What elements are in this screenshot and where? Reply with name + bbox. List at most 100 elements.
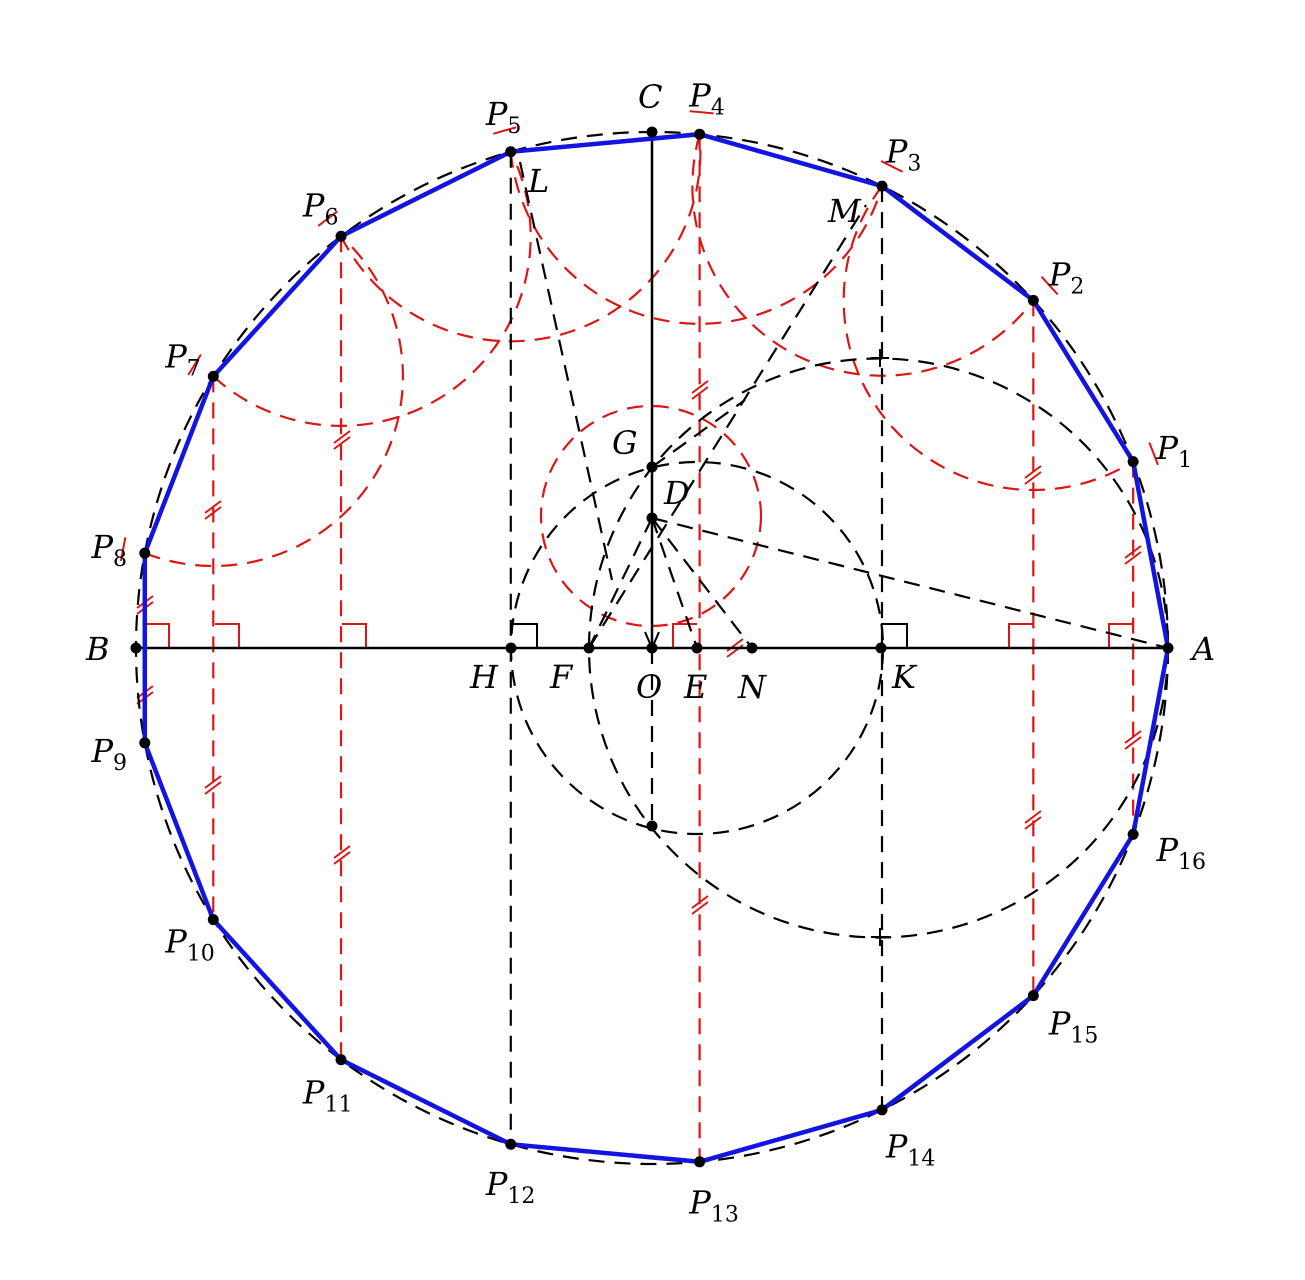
- point-dot: [646, 642, 658, 654]
- vertex-dot: [505, 1138, 517, 1150]
- vertex-label-sub: 4: [711, 95, 725, 120]
- right-angle-mark: [881, 623, 908, 648]
- point-dot: [646, 820, 658, 832]
- compass-mark: [1148, 442, 1159, 466]
- point-dot: [505, 642, 517, 654]
- red-arc: [842, 185, 1134, 492]
- label-N: N: [737, 668, 767, 706]
- point-dot: [130, 642, 142, 654]
- vertex-dot: [876, 1104, 888, 1116]
- compass-mark: [317, 210, 338, 227]
- vertex-label-name: P: [1048, 255, 1071, 293]
- red-right-angle-mark: [1008, 623, 1033, 648]
- line-DE: [650, 517, 699, 649]
- vertex-label-name: P: [688, 76, 711, 114]
- label-M: M: [827, 192, 862, 230]
- equal-tick: [1124, 736, 1142, 750]
- vertex-label: P3: [885, 132, 922, 176]
- vertex-label-sub: 15: [1070, 1024, 1098, 1049]
- vertex-label-name: P: [885, 1128, 908, 1166]
- line-FM: [588, 204, 867, 649]
- point-dot: [691, 642, 703, 654]
- vertex-dot: [207, 914, 219, 926]
- label-O: O: [636, 668, 662, 706]
- point-dot: [746, 642, 758, 654]
- vertex-dot: [694, 128, 706, 140]
- vertex-label-name: P: [1155, 429, 1178, 467]
- vertex-label-sub: 5: [507, 114, 521, 139]
- red-right-angle-mark: [145, 623, 170, 648]
- vertex-label-sub: 2: [1070, 274, 1084, 299]
- line-L: [518, 161, 614, 581]
- vertex-label-name: P: [485, 95, 508, 133]
- vertex-dot: [335, 230, 347, 242]
- equal-tick: [333, 851, 351, 865]
- red-arc: [212, 151, 532, 427]
- vertex-dot: [207, 370, 219, 382]
- vertex-dot: [1027, 990, 1039, 1002]
- vertex-label-sub: 3: [907, 151, 921, 176]
- vertex-label-name: P: [302, 1074, 325, 1112]
- label-B: B: [85, 630, 110, 668]
- red-arc: [340, 134, 702, 343]
- vertex-label-sub: 13: [711, 1203, 739, 1228]
- label-D: D: [663, 474, 690, 512]
- equal-tick: [204, 500, 222, 514]
- equal-tick: [1024, 810, 1042, 824]
- equal-tick: [333, 845, 351, 859]
- label-K: K: [891, 658, 918, 696]
- vertex-label-name: P: [688, 1184, 711, 1222]
- equal-tick: [333, 436, 351, 450]
- vertex-label: P9: [90, 732, 127, 776]
- vertex-label: P2: [1048, 255, 1085, 299]
- vertex-label-sub: 10: [187, 942, 215, 967]
- vertex-label-sub: 7: [187, 356, 201, 381]
- label-C: C: [638, 78, 662, 116]
- heptadecagon-polygon: [142, 131, 1171, 1165]
- red-construction-lines: [119, 110, 1159, 1162]
- red-arc: [509, 151, 884, 325]
- equal-tick: [1024, 816, 1042, 830]
- red-right-angle-mark: [1108, 623, 1133, 648]
- label-F: F: [549, 658, 574, 696]
- vertex-label-sub: 9: [113, 751, 127, 776]
- label-E: E: [683, 668, 707, 706]
- line-DA: [651, 516, 1169, 650]
- equal-tick: [333, 430, 351, 444]
- vertex-label: P12: [485, 1165, 536, 1209]
- equal-tick: [691, 895, 709, 909]
- right-angle-mark: [511, 623, 538, 648]
- red-circle-D: [539, 404, 763, 628]
- red-right-angle-mark: [215, 623, 240, 648]
- polygon-edges: [142, 131, 1171, 1165]
- red-arc: [144, 235, 405, 568]
- vertex-label: P10: [164, 923, 215, 967]
- vertex-label: P14: [885, 1128, 936, 1172]
- red-arc: [691, 133, 1035, 377]
- vertex-label-name: P: [90, 528, 113, 566]
- vertex-label-name: P: [885, 132, 908, 170]
- line-G: [651, 399, 746, 468]
- label-G: G: [612, 424, 638, 462]
- compass-mark: [880, 160, 903, 173]
- vertex-label-sub: 12: [507, 1184, 535, 1209]
- equal-tick: [1124, 730, 1142, 744]
- label-H: H: [469, 658, 499, 696]
- vertex-dot: [139, 737, 151, 749]
- vertex-label-name: P: [1155, 831, 1178, 869]
- equal-tick: [1124, 551, 1142, 565]
- vertex-label-name: P: [164, 337, 187, 375]
- equal-tick: [1124, 545, 1142, 559]
- vertex-dot: [1027, 294, 1039, 306]
- point-dot: [875, 642, 887, 654]
- vertex-label: P7: [164, 337, 201, 381]
- compass-mark: [119, 537, 127, 562]
- equal-tick: [1024, 465, 1042, 479]
- vertex-label: P13: [688, 1184, 739, 1228]
- vertex-dot: [505, 146, 517, 158]
- vertex-label-sub: 14: [907, 1147, 935, 1172]
- vertex-label-sub: 8: [113, 547, 127, 572]
